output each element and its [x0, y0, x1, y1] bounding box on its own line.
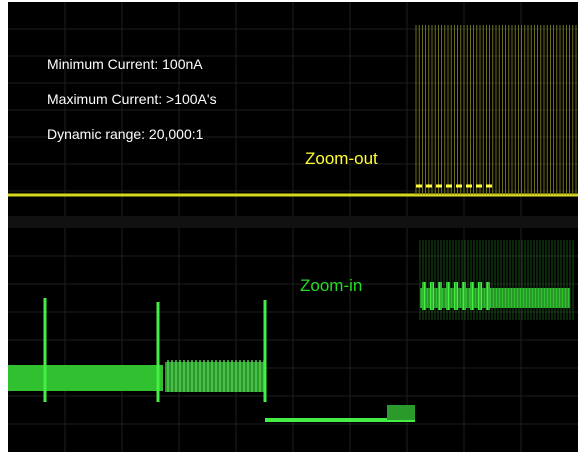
minimum-current: Minimum Current: 100nA [47, 56, 203, 72]
maximum-current: Maximum Current: >100A's [47, 91, 217, 107]
band [8, 365, 163, 391]
page: Minimum Current: 100nA Maximum Current: … [0, 0, 585, 457]
zoom-in-label: Zoom-in [300, 276, 362, 295]
divider [8, 216, 578, 228]
zoom-out-label: Zoom-out [305, 149, 378, 168]
dynamic-range: Dynamic range: 20,000:1 [47, 126, 204, 142]
band [387, 405, 415, 420]
scope-screenshot: Minimum Current: 100nA Maximum Current: … [0, 0, 585, 457]
